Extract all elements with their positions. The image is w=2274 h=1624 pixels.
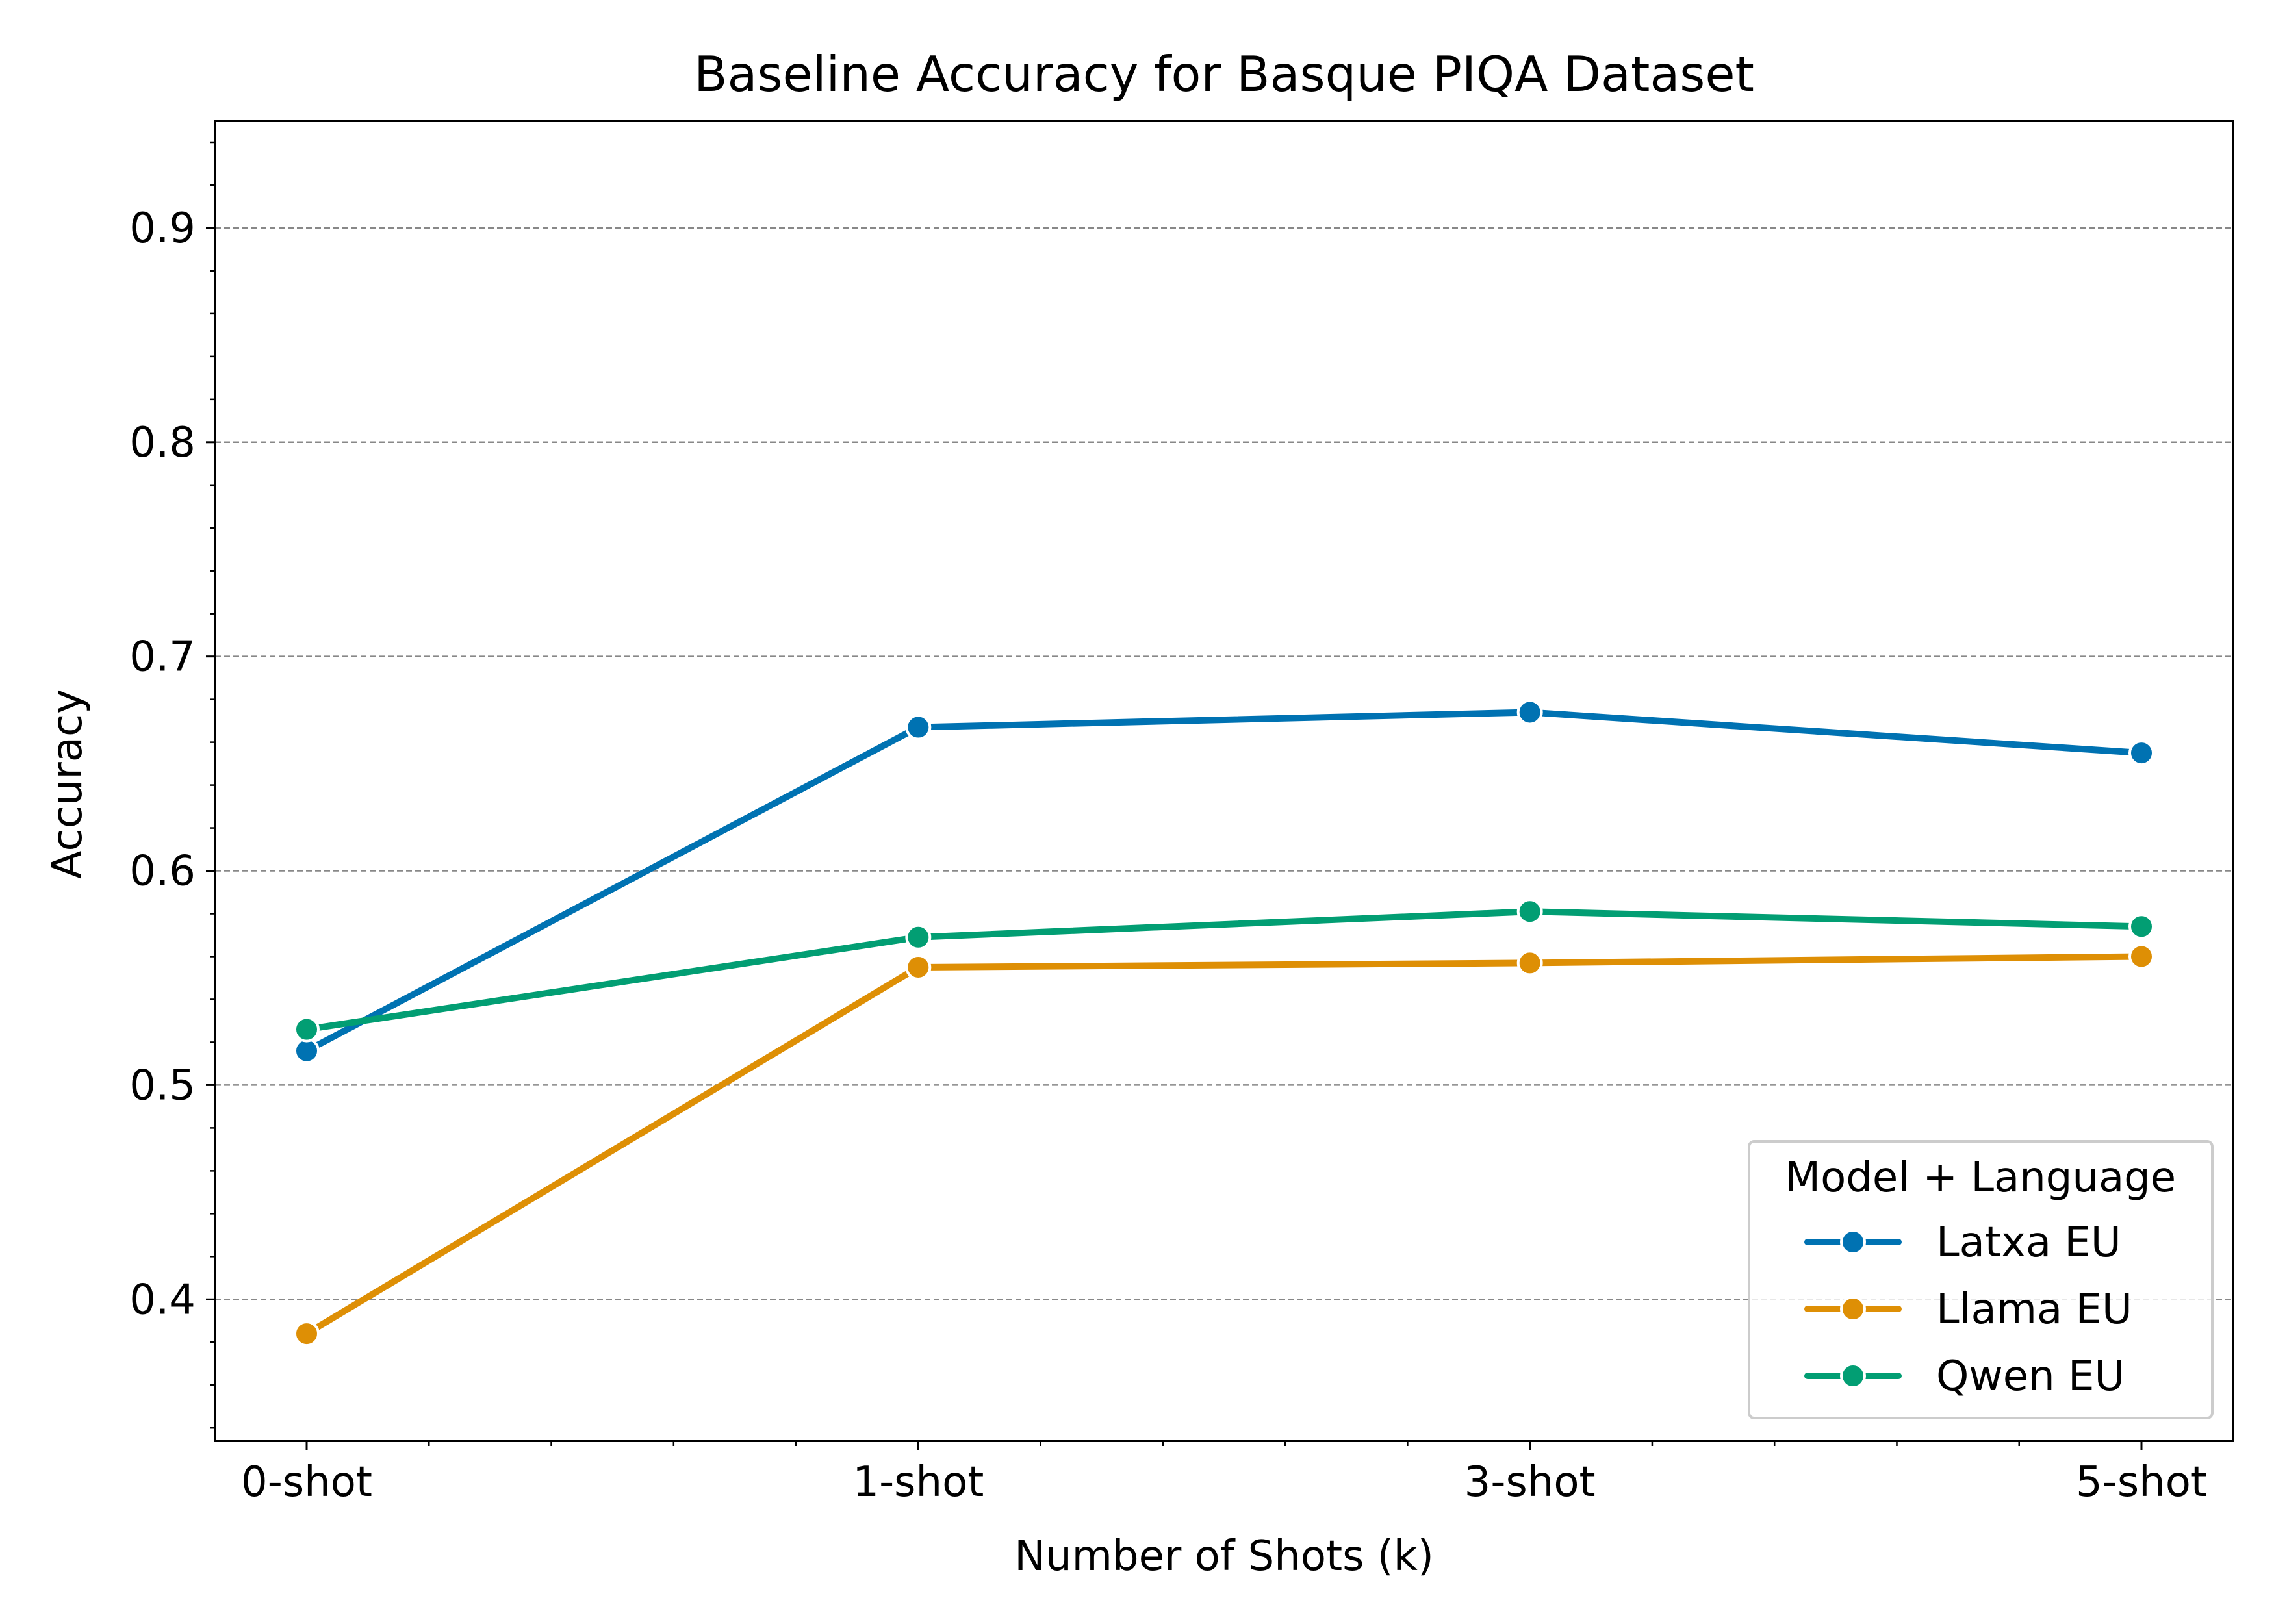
x-tick-labels: 0-shot 1-shot 3-shot 5-shot — [241, 1458, 2207, 1506]
y-tick-label: 0.8 — [129, 419, 196, 467]
data-point — [905, 924, 932, 950]
data-point — [1516, 950, 1543, 976]
legend-title: Model + Language — [1785, 1154, 2176, 1202]
y-tick-label: 0.7 — [129, 633, 196, 681]
series-lines — [294, 699, 2154, 1347]
data-point — [294, 1016, 320, 1043]
data-point — [905, 714, 932, 741]
legend-label: Llama EU — [1936, 1286, 2132, 1334]
y-tick-label: 0.6 — [129, 848, 196, 896]
legend-entry: Llama EU — [1804, 1286, 2132, 1334]
legend-swatch-marker — [1840, 1296, 1866, 1322]
series-line — [303, 709, 2145, 1054]
series-line — [303, 953, 2145, 1338]
x-tick-label: 1-shot — [852, 1458, 984, 1506]
chart-title: Baseline Accuracy for Basque PIQA Datase… — [694, 45, 1754, 103]
y-tick-label: 0.9 — [129, 205, 196, 253]
legend-entries: Latxa EU Llama EU Qwen EU — [1804, 1219, 2132, 1401]
x-tick-label: 5-shot — [2076, 1458, 2207, 1506]
data-point — [294, 1037, 320, 1064]
legend-label: Latxa EU — [1936, 1219, 2121, 1267]
legend-entry: Latxa EU — [1804, 1219, 2121, 1267]
series-group — [294, 898, 2154, 1043]
y-tick-label: 0.4 — [129, 1276, 196, 1324]
data-point — [2128, 913, 2154, 940]
series-line — [303, 908, 2145, 1033]
series-group — [294, 699, 2154, 1064]
data-point — [1516, 898, 1543, 925]
x-tick-label: 3-shot — [1464, 1458, 1596, 1506]
legend-label: Qwen EU — [1936, 1352, 2125, 1401]
data-point — [294, 1321, 320, 1347]
legend-swatch-marker — [1840, 1363, 1866, 1389]
data-point — [905, 954, 932, 980]
legend-box — [1748, 1140, 2214, 1419]
major-ticks — [206, 227, 2143, 1450]
legend-swatch-marker — [1840, 1229, 1866, 1255]
y-tick-label: 0.5 — [129, 1061, 196, 1110]
y-axis-label: Accuracy — [44, 689, 92, 879]
x-tick-label: 0-shot — [241, 1458, 372, 1506]
plot-frame — [214, 120, 2234, 1442]
series-group — [294, 943, 2154, 1347]
legend-entry: Qwen EU — [1804, 1352, 2125, 1401]
data-point — [2128, 943, 2154, 970]
data-point — [1516, 699, 1543, 726]
data-point — [2128, 740, 2154, 767]
legend: Model + Language Latxa EU Llama EU Qwen EU — [1748, 1140, 2214, 1419]
x-axis-label: Number of Shots (k) — [1014, 1532, 1434, 1580]
y-tick-labels: 0.4 0.5 0.6 0.7 0.8 0.9 — [129, 205, 196, 1324]
